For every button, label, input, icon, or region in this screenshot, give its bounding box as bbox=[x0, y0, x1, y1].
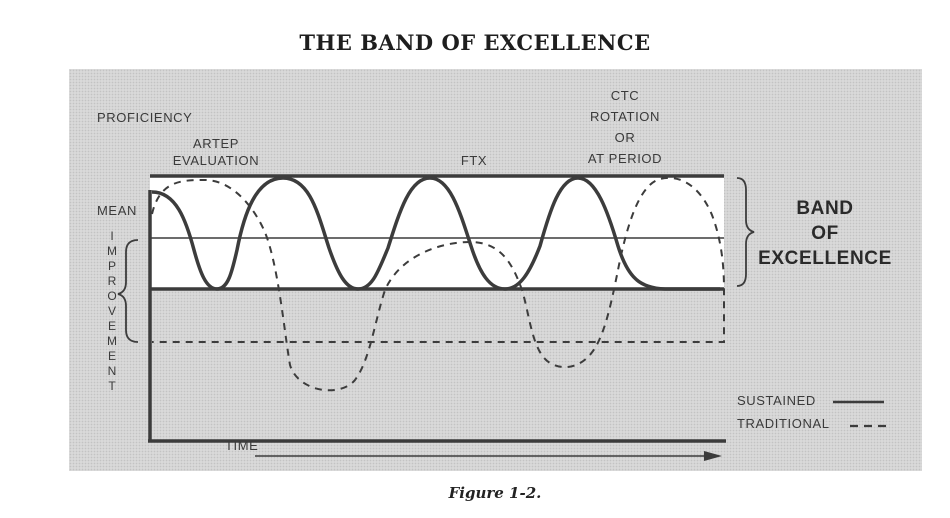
improvement-letter: T bbox=[108, 379, 116, 393]
mean-label: MEAN bbox=[97, 203, 137, 218]
improvement-letter: E bbox=[108, 349, 116, 363]
improvement-letter: N bbox=[108, 364, 117, 378]
band-label-line1: BAND bbox=[796, 198, 853, 219]
figure-title: THE BAND OF EXCELLENCE bbox=[299, 30, 651, 55]
figure-caption: Figure 1-2. bbox=[448, 484, 542, 502]
legend-sustained-label: SUSTAINED bbox=[737, 393, 816, 408]
improvement-letter: E bbox=[108, 319, 116, 333]
ctc-label-line4: AT PERIOD bbox=[588, 151, 662, 166]
band-brace bbox=[736, 177, 755, 287]
improvement-letter: O bbox=[107, 289, 116, 303]
improvement-letter: M bbox=[107, 334, 117, 348]
band-label-line3: EXCELLENCE bbox=[758, 248, 892, 269]
improvement-letter: P bbox=[108, 259, 116, 273]
improvement-letter: I bbox=[110, 229, 113, 243]
y-axis-label: PROFICIENCY bbox=[97, 110, 192, 125]
band-label-line2: OF bbox=[811, 223, 839, 244]
sustained-curve bbox=[151, 176, 720, 291]
improvement-letter: V bbox=[108, 304, 116, 318]
improvement-letter: R bbox=[108, 274, 117, 288]
x-axis-label: TIME bbox=[225, 438, 258, 453]
legend-traditional-label: TRADITIONAL bbox=[737, 416, 830, 431]
ctc-label-line3: OR bbox=[615, 130, 636, 145]
ctc-label-line1: CTC bbox=[611, 88, 640, 103]
improvement-letter: M bbox=[107, 244, 117, 258]
improvement-brace bbox=[117, 239, 139, 343]
traditional-curve bbox=[151, 176, 725, 392]
artep-label-line2: EVALUATION bbox=[173, 153, 259, 168]
ctc-label-line2: ROTATION bbox=[590, 109, 660, 124]
artep-label-line1: ARTEP bbox=[193, 136, 239, 151]
ftx-label: FTX bbox=[461, 153, 487, 168]
time-arrow-head bbox=[704, 451, 722, 461]
